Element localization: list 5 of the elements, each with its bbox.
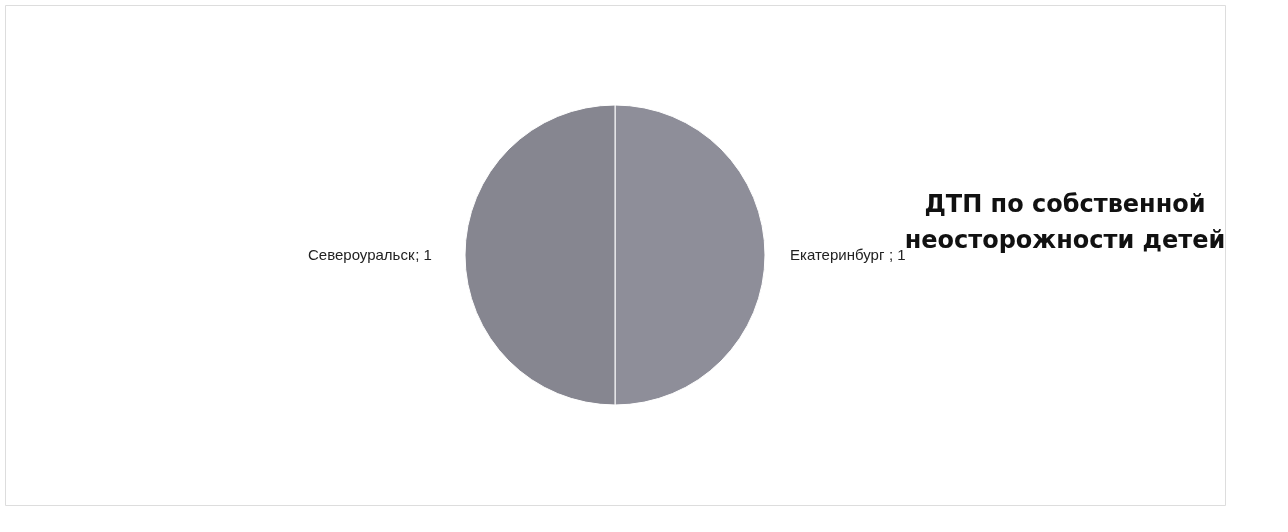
slice-label: Екатеринбург	[790, 246, 885, 263]
text: ДТП по собственной неосторожности детей	[904, 190, 1226, 254]
data-label: ; 1	[415, 246, 432, 263]
data-label: ; 1	[889, 246, 906, 263]
slice-label: Североуральск	[308, 246, 415, 263]
